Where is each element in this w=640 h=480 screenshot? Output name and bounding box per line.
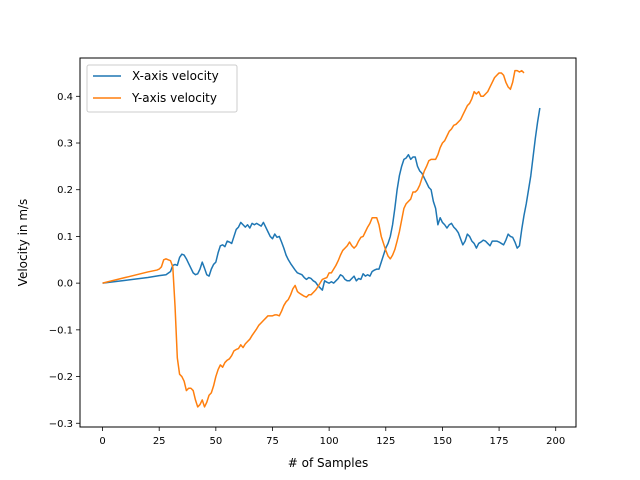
y-tick-label: 0.3 — [57, 139, 73, 150]
x-tick-label: 0 — [99, 436, 105, 447]
series-line-y-velocity — [102, 69, 525, 408]
legend-label-x: X-axis velocity — [132, 69, 219, 83]
y-tick-label: 0.0 — [57, 279, 73, 290]
x-axis-label: # of Samples — [288, 456, 369, 470]
x-tick-label: 150 — [433, 436, 452, 447]
series-line-x-velocity — [102, 107, 541, 291]
y-tick-label: 0.1 — [57, 232, 73, 243]
legend-box — [86, 64, 238, 113]
x-tick-label: 100 — [320, 436, 339, 447]
x-tick-label: 75 — [266, 436, 279, 447]
y-axis: −0.3 −0.2 −0.1 0.0 0.1 0.2 0.3 0.4 — [49, 92, 80, 430]
x-tick-label: 25 — [153, 436, 166, 447]
plot-frame — [79, 57, 577, 428]
y-tick-label: −0.3 — [49, 419, 73, 430]
legend-label-y: Y-axis velocity — [131, 91, 217, 105]
y-axis-label: Velocity in m/s — [16, 199, 30, 287]
y-tick-label: −0.2 — [49, 372, 73, 383]
legend: X-axis velocity Y-axis velocity — [86, 64, 238, 113]
y-tick-label: 0.4 — [57, 92, 73, 103]
x-tick-label: 125 — [376, 436, 395, 447]
x-tick-label: 200 — [546, 436, 565, 447]
y-tick-label: 0.2 — [57, 185, 73, 196]
plot-lines — [102, 69, 541, 408]
x-axis: 0 25 50 75 100 125 150 175 200 — [99, 427, 565, 447]
x-tick-label: 50 — [209, 436, 222, 447]
y-tick-label: −0.1 — [49, 325, 73, 336]
x-tick-label: 175 — [490, 436, 509, 447]
